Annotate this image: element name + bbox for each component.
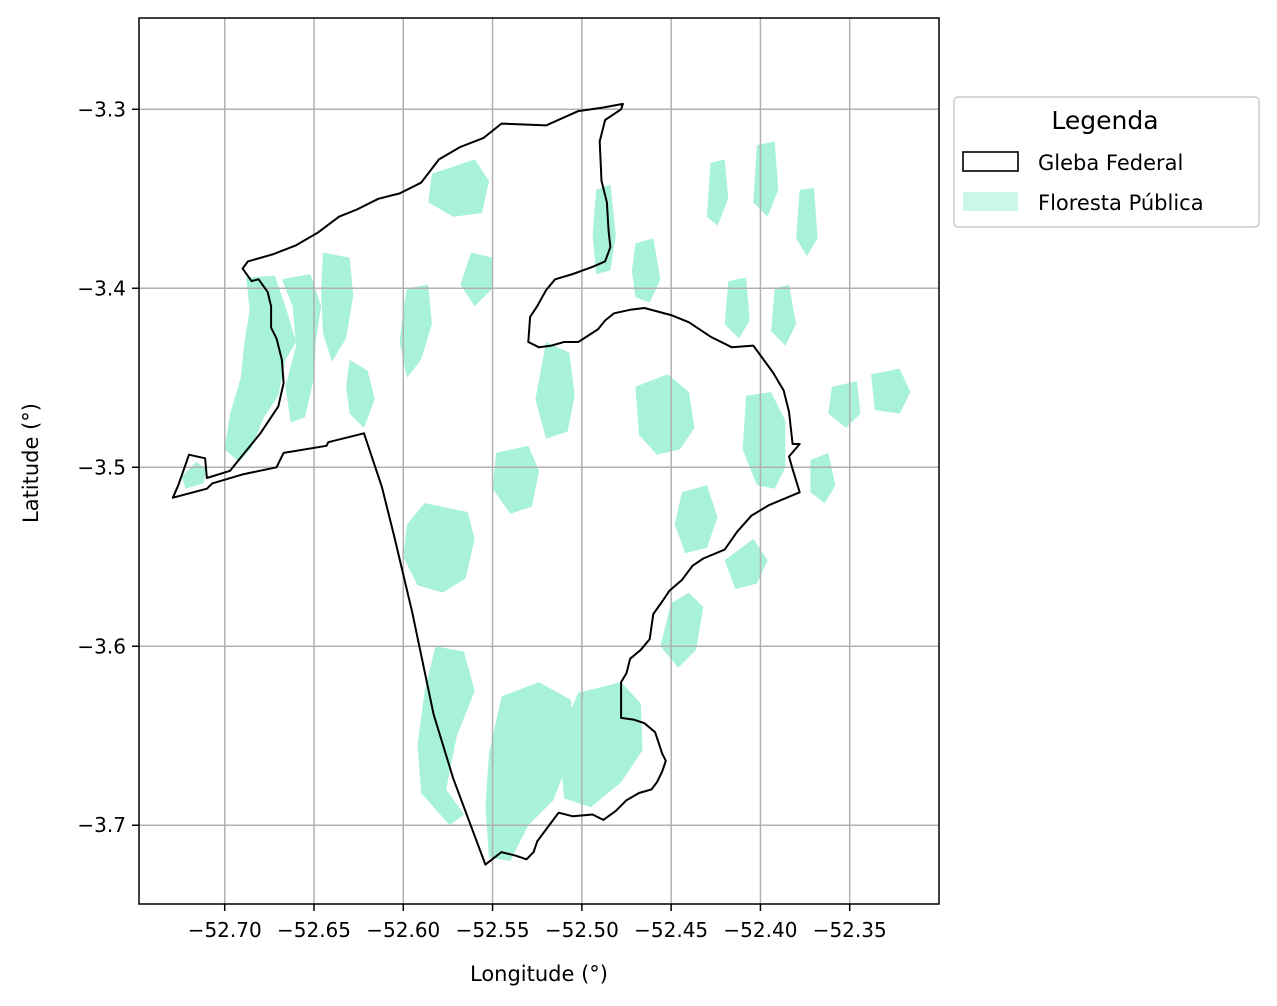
legend-box [953, 96, 1260, 228]
y-tick-label: −3.4 [77, 276, 126, 300]
forest-patch-5 [428, 159, 489, 217]
forest-patch-8 [403, 503, 475, 593]
plot-frame [138, 17, 940, 905]
forest-patch-20 [631, 238, 661, 303]
forest-patch-17 [724, 538, 768, 589]
gleba-federal-boundary-0 [171, 102, 801, 866]
legend-swatch-gleba-federal [962, 151, 1019, 172]
forest-patch-25 [771, 284, 797, 346]
forest-patch-10 [417, 646, 475, 826]
forest-patch-3 [321, 252, 354, 362]
forest-patch-15 [674, 485, 718, 554]
forest-patch-4 [346, 359, 375, 428]
y-tick-label: −3.7 [77, 813, 126, 837]
forest-patch-16 [742, 392, 786, 489]
forest-layer [181, 141, 911, 861]
forest-patch-19 [592, 184, 616, 274]
x-tick-label: −52.65 [277, 918, 351, 942]
y-tick-label: −3.3 [77, 97, 126, 121]
forest-patch-14 [635, 374, 695, 455]
x-axis-label: Longitude (°) [470, 962, 608, 986]
x-tick-label: −52.35 [813, 918, 887, 942]
y-axis-ticks: −3.3 −3.4 −3.5 −3.6 −3.7 [77, 97, 139, 837]
boundary-layer [171, 102, 801, 866]
forest-patch-1 [181, 461, 207, 489]
forest-patch-13 [535, 342, 575, 439]
y-axis-label: Latitude (°) [19, 403, 43, 523]
x-tick-label: −52.45 [634, 918, 708, 942]
x-tick-label: −52.70 [188, 918, 262, 942]
legend-swatch-floresta-publica [963, 192, 1018, 211]
forest-patch-2 [281, 274, 322, 423]
x-axis-ticks: −52.70 −52.65 −52.60 −52.55 −52.50 −52.45 −52.… [188, 904, 887, 942]
forest-patch-6 [399, 284, 432, 378]
grid-layer [139, 18, 939, 904]
plot-area [139, 18, 939, 904]
legend-label-gleba-federal: Gleba Federal [1038, 151, 1183, 175]
forest-patch-22 [753, 141, 779, 217]
forest-patch-26 [828, 381, 861, 428]
y-tick-label: −3.5 [77, 455, 126, 479]
legend: Legenda Gleba Federal Floresta Pública [953, 96, 1260, 228]
forest-patch-24 [724, 277, 750, 339]
legend-title: Legenda [1051, 106, 1158, 135]
forest-patch-7 [460, 252, 493, 307]
forest-patch-27 [871, 368, 911, 414]
x-tick-label: −52.55 [456, 918, 530, 942]
legend-label-floresta-publica: Floresta Pública [1038, 191, 1204, 215]
forest-patch-0 [224, 275, 297, 462]
forest-patch-23 [796, 188, 818, 257]
x-tick-label: −52.50 [545, 918, 619, 942]
x-tick-label: −52.60 [366, 918, 440, 942]
forest-patch-28 [810, 452, 836, 504]
forest-patch-11 [485, 682, 575, 861]
y-tick-label: −3.6 [77, 634, 126, 658]
forest-patch-21 [706, 159, 729, 226]
x-tick-label: −52.40 [723, 918, 797, 942]
forest-patch-9 [492, 445, 539, 514]
